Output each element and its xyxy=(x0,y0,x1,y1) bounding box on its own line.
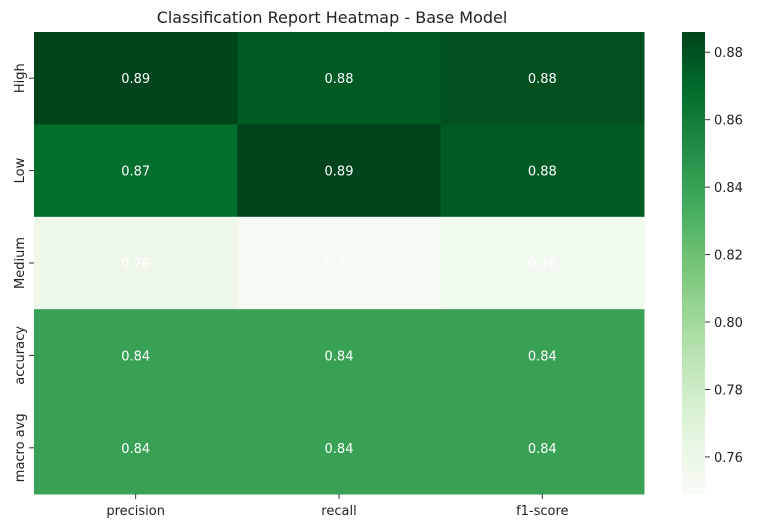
cell-label-high-f1-score: 0.88 xyxy=(528,72,557,87)
cell-high-f1-score xyxy=(440,32,645,125)
cell-low-precision xyxy=(34,124,238,218)
x-tick-label-precision: precision xyxy=(106,504,165,519)
cell-low-recall xyxy=(237,124,442,218)
cell-label-low-precision: 0.87 xyxy=(121,165,150,180)
cell-macro-avg-f1-score xyxy=(440,401,645,495)
cell-label-accuracy-f1-score: 0.84 xyxy=(528,349,557,364)
y-tick-label-high: High xyxy=(13,63,28,93)
y-axis: High Low Medium accuracy macro avg xyxy=(13,63,34,482)
chart-title: Classification Report Heatmap - Base Mod… xyxy=(157,8,508,27)
y-tick-label-medium: Medium xyxy=(13,237,28,289)
cell-medium-f1-score xyxy=(440,216,645,310)
cell-macro-avg-recall xyxy=(237,401,442,495)
cell-label-accuracy-recall: 0.84 xyxy=(325,349,354,364)
x-tick-label-f1-score: f1-score xyxy=(516,504,568,519)
cell-label-high-precision: 0.89 xyxy=(121,72,150,87)
x-tick-label-recall: recall xyxy=(321,504,356,519)
colorbar-tick-label: 0.84 xyxy=(714,181,743,196)
cell-medium-precision xyxy=(34,216,238,310)
cell-label-accuracy-precision: 0.84 xyxy=(121,349,150,364)
cell-accuracy-recall xyxy=(237,309,442,403)
colorbar-tick-label: 0.88 xyxy=(714,46,743,61)
y-tick-label-low: Low xyxy=(13,157,28,183)
cell-macro-avg-precision xyxy=(34,401,238,495)
colorbar: 0.76 0.78 0.80 0.82 0.84 0.86 0.88 xyxy=(682,32,743,494)
cell-label-low-recall: 0.89 xyxy=(325,165,354,180)
colorbar-tick-label: 0.78 xyxy=(714,383,743,398)
colorbar-tick-label: 0.86 xyxy=(714,114,743,129)
y-tick-label-accuracy: accuracy xyxy=(13,326,28,385)
colorbar-tick-label: 0.82 xyxy=(714,249,743,264)
cell-high-recall xyxy=(237,32,442,125)
cell-medium-recall xyxy=(237,216,442,310)
cell-label-macro-avg-recall: 0.84 xyxy=(325,442,354,457)
heatmap-cells xyxy=(34,32,645,495)
colorbar-tick-label: 0.80 xyxy=(714,316,743,331)
cell-low-f1-score xyxy=(440,124,645,218)
colorbar-tick-label: 0.76 xyxy=(714,451,743,466)
cell-label-medium-precision: 0.76 xyxy=(121,257,150,272)
cell-label-medium-recall: 0.75 xyxy=(325,257,354,272)
cell-label-low-f1-score: 0.88 xyxy=(528,165,557,180)
x-axis: precision recall f1-score xyxy=(106,494,569,519)
cell-high-precision xyxy=(34,32,238,125)
cell-label-medium-f1-score: 0.76 xyxy=(528,257,557,272)
cell-accuracy-f1-score xyxy=(440,309,645,403)
cell-label-macro-avg-precision: 0.84 xyxy=(121,442,150,457)
heatmap-annotations: 0.89 0.88 0.88 0.87 0.89 0.88 0.76 0.75 0.76 0.84… xyxy=(121,72,557,457)
cell-label-high-recall: 0.88 xyxy=(325,72,354,87)
colorbar-gradient xyxy=(682,32,705,494)
y-tick-label-macro-avg: macro avg xyxy=(13,413,28,482)
cell-label-macro-avg-f1-score: 0.84 xyxy=(528,442,557,457)
cell-accuracy-precision xyxy=(34,309,238,403)
